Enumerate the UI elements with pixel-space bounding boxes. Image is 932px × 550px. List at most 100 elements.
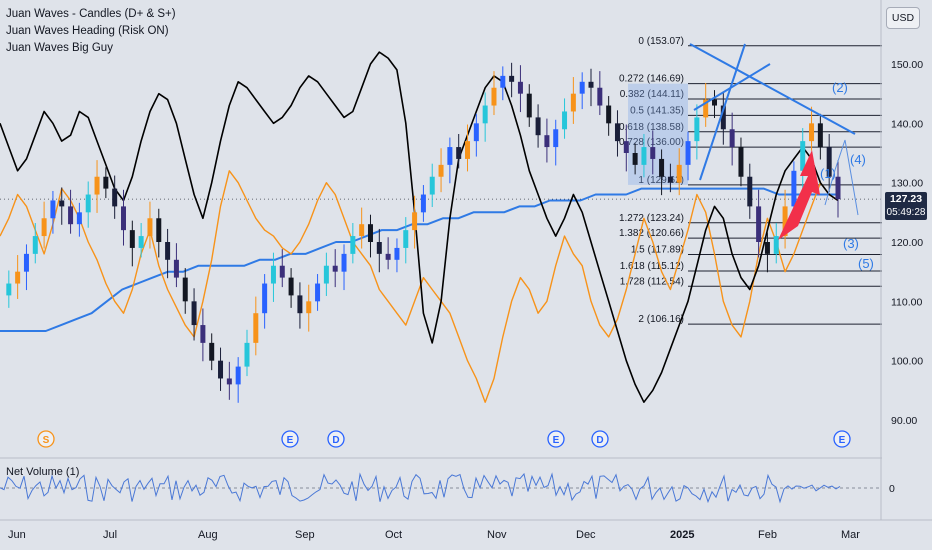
- candle-body: [394, 247, 400, 260]
- candle-body: [165, 242, 171, 260]
- candle-body: [226, 378, 232, 385]
- projection-path: [824, 139, 859, 216]
- net-volume-line: [0, 472, 841, 504]
- candle-body: [147, 218, 153, 237]
- event-marker: [281, 430, 299, 448]
- last-price-value: 127.23: [889, 193, 923, 205]
- wave-label: (2): [832, 80, 848, 95]
- candle-body: [244, 342, 250, 367]
- candle-body: [764, 242, 770, 254]
- time-tick-label: Dec: [576, 529, 596, 541]
- time-tick-label: 2025: [670, 529, 694, 541]
- candle-body: [703, 99, 709, 118]
- candle-body: [200, 325, 206, 343]
- candle-body: [500, 75, 506, 88]
- candle-body: [782, 206, 788, 237]
- event-marker-label: S: [43, 435, 50, 446]
- candle-body: [544, 135, 550, 148]
- event-marker: [833, 430, 851, 448]
- candle-body: [553, 129, 559, 148]
- candle-body: [641, 147, 647, 165]
- candle-body: [650, 147, 656, 159]
- trendline-upper: [689, 43, 856, 135]
- price-tick-label: 110.00: [891, 296, 922, 308]
- fib-level-label: 0 (153.07): [638, 36, 684, 47]
- candle-body: [6, 283, 12, 296]
- candle-body: [535, 117, 541, 136]
- price-tick-label: 100.00: [891, 356, 923, 368]
- candle-body: [800, 141, 806, 171]
- candle-body: [438, 164, 444, 177]
- time-tick-label: Feb: [758, 529, 777, 541]
- candle-body: [773, 236, 779, 254]
- candle-body: [579, 81, 585, 94]
- wave-label: (5): [858, 256, 874, 271]
- event-marker-label: D: [596, 435, 603, 446]
- candle-body: [350, 236, 356, 254]
- candle-body: [315, 283, 321, 302]
- orange-indicator-line: [0, 170, 839, 403]
- indicator-legend: Juan Waves - Candles (D+ & S+) Juan Wave…: [6, 6, 176, 57]
- fib-level-label: 0.272 (146.69): [619, 74, 684, 85]
- candle-body: [129, 230, 135, 248]
- candle-body: [597, 87, 603, 106]
- candle-body: [509, 75, 515, 82]
- candle-body: [667, 176, 673, 183]
- candle-body: [473, 123, 479, 142]
- event-marker-label: E: [287, 435, 294, 446]
- candle-body: [562, 111, 568, 130]
- candle-body: [747, 176, 753, 207]
- time-tick-label: Aug: [198, 529, 218, 541]
- candle-body: [103, 176, 109, 189]
- candle-body: [588, 81, 594, 88]
- fib-level-label: 2 (106.16): [638, 314, 684, 325]
- candle-body: [359, 224, 365, 237]
- trendline-cross-b: [693, 63, 771, 111]
- price-tick-label: 150.00: [891, 59, 923, 71]
- candle-body: [50, 200, 56, 219]
- candle-body: [41, 218, 47, 237]
- red-arrow: [778, 150, 820, 240]
- candle-body: [332, 265, 338, 272]
- candle-body: [614, 123, 620, 142]
- candle-body: [23, 253, 29, 272]
- candle-body: [297, 295, 303, 314]
- wave-label: (1): [820, 166, 836, 181]
- candle-body: [85, 194, 91, 213]
- last-price-tag: 127.23 05:49:28: [885, 192, 927, 220]
- candle-body: [120, 206, 126, 231]
- candle-body: [456, 147, 462, 159]
- price-tick-label: 140.00: [891, 118, 923, 130]
- candle-body: [288, 277, 294, 296]
- legend-big-guy[interactable]: Juan Waves Big Guy: [6, 42, 113, 54]
- event-marker: [327, 430, 345, 448]
- candle-body: [517, 81, 523, 94]
- event-marker: [37, 430, 55, 448]
- candle-body: [59, 200, 65, 207]
- candle-body: [791, 170, 797, 207]
- countdown-value: 05:49:28: [886, 207, 926, 218]
- candle-body: [262, 283, 268, 314]
- fib-level-label: 1.382 (120.66): [619, 228, 684, 239]
- candle-body: [491, 87, 497, 106]
- candle-body: [817, 123, 823, 148]
- candle-body: [112, 188, 118, 207]
- fib-level-label: 0.5 (141.35): [630, 105, 684, 116]
- candle-body: [685, 141, 691, 165]
- event-marker: [591, 430, 609, 448]
- candle-body: [465, 141, 471, 159]
- currency-button[interactable]: USD: [886, 7, 920, 29]
- candle-body: [76, 212, 82, 225]
- candle-body: [570, 93, 576, 112]
- fib-level-label: 0.618 (138.58): [619, 122, 684, 133]
- subpane-zero-tick: 0: [889, 483, 895, 495]
- candle-body: [712, 99, 718, 106]
- legend-candles[interactable]: Juan Waves - Candles (D+ & S+): [6, 8, 176, 20]
- time-tick-label: Jun: [8, 529, 26, 541]
- net-volume-title[interactable]: Net Volume (1): [6, 466, 80, 478]
- candle-body: [32, 236, 38, 254]
- price-tick-label: 90.00: [891, 415, 917, 427]
- legend-heading[interactable]: Juan Waves Heading (Risk ON): [6, 25, 169, 37]
